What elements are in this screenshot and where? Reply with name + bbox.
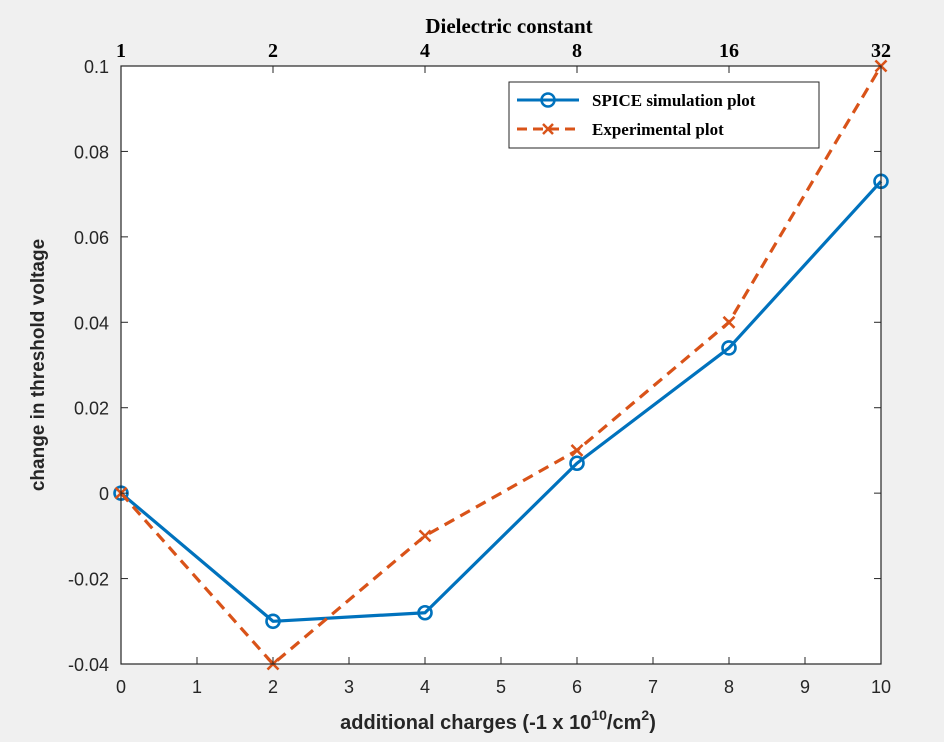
x-tick-label: 5	[496, 677, 506, 697]
top-tick-label: 1	[116, 40, 126, 62]
y-tick-label: -0.02	[68, 570, 109, 590]
x-tick-label: 2	[268, 677, 278, 697]
top-tick-label: 4	[420, 40, 430, 62]
top-tick-label: 16	[719, 40, 739, 62]
x-tick-label: 10	[871, 677, 891, 697]
y-tick-label: 0.08	[74, 142, 109, 162]
x-axis-label: additional charges (-1 x 1010/cm2)	[340, 707, 656, 734]
data-point-spice	[569, 455, 585, 472]
x-tick-label: 0	[116, 677, 126, 697]
y-tick-label: 0	[99, 484, 109, 504]
x-axis-label-sup: 10	[591, 707, 607, 723]
plot-area	[121, 66, 881, 664]
top-tick-label: 8	[572, 40, 582, 62]
data-point-experimental	[722, 315, 736, 329]
legend-box	[508, 81, 820, 149]
axis-ticks: 0 1 2 3 4 5 6 7 8 9 10 -0.04 -0.02 0 0.02 0.04 0.06 0.08 0…	[68, 40, 891, 697]
legend: SPICE simulation plot Experimental plot	[508, 81, 820, 149]
x-tick-label: 7	[648, 677, 658, 697]
x-axis-label-end: )	[649, 712, 656, 734]
x-tick-label: 8	[724, 677, 734, 697]
x-tick-label: 6	[572, 677, 582, 697]
top-tick-label: 2	[268, 40, 278, 62]
y-tick-label: 0.02	[74, 399, 109, 419]
series-line-1	[119, 65, 883, 666]
data-point-experimental	[418, 529, 432, 543]
top-tick-label: 32	[871, 40, 891, 62]
series-line-0	[119, 180, 883, 623]
legend-marker-spice	[540, 92, 556, 108]
x-axis-label-main: additional charges (-1 x 10	[340, 712, 591, 734]
data-point-spice	[417, 604, 433, 621]
x-tick-label: 1	[192, 677, 202, 697]
data-point-spice	[721, 340, 737, 356]
legend-label-experimental: Experimental plot	[592, 120, 724, 139]
x-axis-label-mid: /cm	[607, 712, 641, 734]
y-axis-label: change in threshold voltage	[28, 239, 49, 491]
y-tick-label: 0.04	[74, 313, 109, 333]
x-tick-label: 9	[800, 677, 810, 697]
legend-marker-experimental	[542, 123, 554, 135]
x-tick-label: 3	[344, 677, 354, 697]
y-tick-label: 0.1	[84, 57, 109, 77]
y-tick-label: -0.04	[68, 655, 109, 675]
y-tick-label: 0.06	[74, 228, 109, 248]
legend-label-spice: SPICE simulation plot	[592, 91, 756, 110]
data-point-spice	[265, 613, 281, 630]
data-point-experimental	[570, 444, 584, 457]
top-axis-title: Dielectric constant	[425, 14, 592, 38]
x-axis-label-sup2: 2	[641, 707, 649, 723]
x-tick-label: 4	[420, 677, 430, 697]
